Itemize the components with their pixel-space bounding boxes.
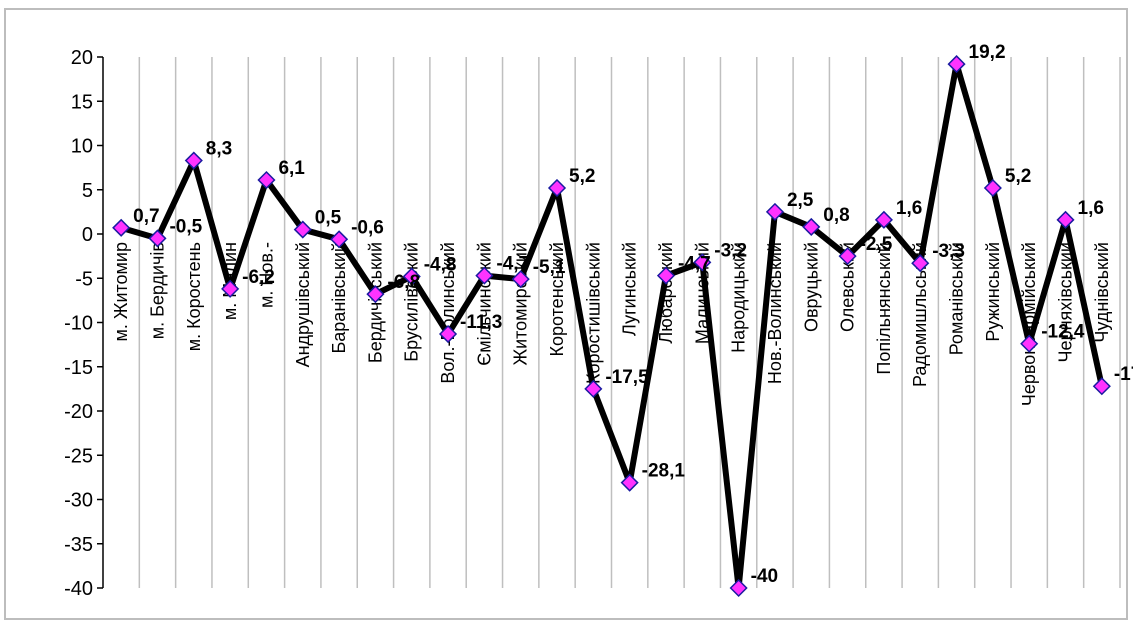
- y-tick-label: -20: [64, 401, 93, 423]
- y-tick-label: 15: [71, 91, 93, 113]
- y-tick-label: -10: [64, 313, 93, 335]
- x-tick-label: Андрушівський: [293, 242, 313, 367]
- x-tick-label: Ємільчинський: [474, 242, 494, 366]
- data-label: 6,1: [278, 158, 305, 179]
- y-tick-label: 5: [82, 180, 93, 202]
- x-tick-label: Чуднівський: [1092, 242, 1112, 343]
- data-point-marker: [366, 285, 385, 304]
- data-label: -6,2: [242, 267, 275, 288]
- data-label: -40: [751, 566, 778, 587]
- data-point-marker: [112, 218, 131, 237]
- data-point-marker: [221, 279, 240, 298]
- y-tick-label: -25: [64, 445, 93, 467]
- y-tick-label: -40: [64, 578, 93, 600]
- data-label: -4,7: [496, 254, 529, 275]
- data-label: -2,5: [860, 234, 893, 255]
- data-point-marker: [184, 151, 203, 170]
- y-tick-label: 20: [71, 47, 93, 69]
- series-line: [120, 61, 1105, 591]
- data-label: 0,8: [823, 205, 849, 226]
- x-tick-label: Вол.-Волинський: [438, 242, 458, 384]
- x-tick-label: Народицький: [729, 242, 749, 353]
- data-point-marker: [330, 230, 349, 249]
- data-label: -0,5: [169, 216, 202, 237]
- data-label: 1,6: [896, 198, 922, 219]
- data-label: -3,3: [932, 241, 965, 262]
- x-tick-label: Радомишльський: [910, 242, 930, 387]
- data-label: 0,7: [133, 206, 159, 227]
- data-point-marker: [693, 253, 712, 272]
- data-point-marker: [547, 178, 567, 198]
- x-tick-label: Баранівський: [329, 242, 349, 354]
- data-point-marker: [802, 217, 821, 236]
- data-label: -28,1: [642, 461, 686, 482]
- data-point-marker: [911, 254, 930, 273]
- x-tick-label: Попільнянський: [874, 242, 894, 375]
- data-label: -12,4: [1041, 322, 1085, 343]
- data-point-marker: [838, 247, 857, 266]
- x-tick-label: м. Коростень: [184, 242, 204, 351]
- x-tick-label: Червоноармійський: [1019, 242, 1039, 406]
- x-tick-label: Ружинський: [983, 242, 1003, 342]
- data-point-marker: [475, 266, 494, 285]
- x-tick-label: Черняхівський: [1056, 242, 1076, 362]
- y-tick-label: -5: [75, 268, 93, 290]
- data-label: -17,2: [1114, 364, 1133, 385]
- data-point-marker: [293, 220, 312, 239]
- data-label: 5,2: [569, 166, 595, 187]
- data-label: -4,7: [678, 254, 711, 275]
- x-tick-label: Олевський: [838, 242, 858, 332]
- x-tick-label: м. Житомир: [111, 242, 131, 342]
- data-label: 2,5: [787, 190, 814, 211]
- x-tick-label: Коротенський: [547, 242, 567, 356]
- y-tick-label: -30: [64, 490, 93, 512]
- data-point-marker: [874, 210, 893, 229]
- data-point-marker: [656, 266, 676, 285]
- x-tick-label: Овруцький: [801, 242, 821, 332]
- y-tick-label: -15: [64, 357, 93, 379]
- data-point-marker: [1056, 210, 1075, 229]
- data-label: -11,3: [460, 312, 502, 333]
- data-label: -4,8: [424, 254, 457, 275]
- y-tick-label: 0: [82, 224, 93, 246]
- data-label: -0,6: [351, 217, 384, 238]
- x-tick-label: Брусилівський: [402, 242, 422, 362]
- data-point-marker: [1092, 377, 1111, 396]
- data-label: -6,8: [387, 272, 420, 293]
- data-point-marker: [765, 202, 785, 221]
- x-tick-label: Романівський: [947, 242, 967, 355]
- data-label: -5,1: [533, 257, 566, 278]
- data-point-marker: [402, 267, 421, 286]
- data-point-marker: [983, 178, 1002, 198]
- data-point-marker: [438, 324, 458, 344]
- data-point-marker: [511, 270, 530, 289]
- x-tick-label: м. Бердичів: [147, 242, 167, 339]
- y-tick-label: -35: [64, 534, 93, 556]
- data-label: 8,3: [206, 139, 232, 160]
- data-point-marker: [1020, 334, 1039, 353]
- data-label: 0,5: [315, 208, 342, 229]
- data-point-marker: [729, 578, 748, 598]
- x-tick-label: Лугинський: [620, 242, 640, 336]
- y-tick-label: 10: [71, 136, 93, 158]
- data-label: -3,2: [714, 240, 747, 261]
- data-point-marker: [148, 229, 167, 248]
- data-label: 1,6: [1078, 198, 1104, 219]
- data-point-marker: [947, 55, 966, 74]
- data-point-marker: [620, 473, 639, 492]
- data-point-marker: [257, 170, 276, 190]
- data-label: 5,2: [1005, 166, 1031, 187]
- chart-frame: [4, 8, 1128, 620]
- data-label: 19,2: [969, 42, 1006, 63]
- x-tick-label: м. Нов.-: [256, 242, 276, 308]
- data-point-marker: [584, 379, 603, 398]
- data-label: -17,5: [605, 367, 649, 388]
